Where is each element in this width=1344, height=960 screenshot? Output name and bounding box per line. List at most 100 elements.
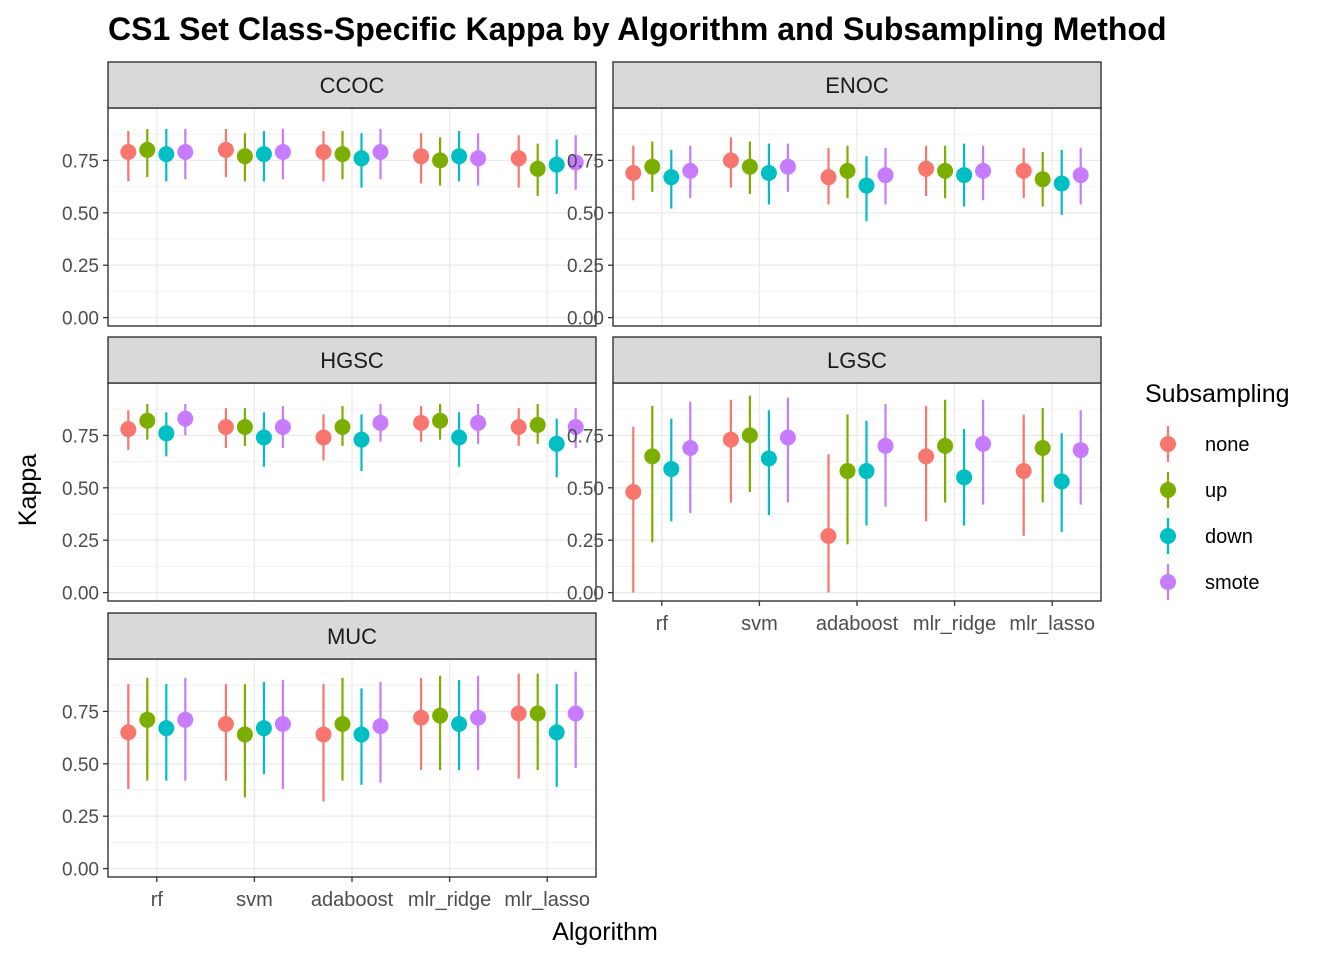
point-up <box>432 152 449 169</box>
facet-ccoc: CCOC 0.00 0.25 0.50 0.75 <box>62 61 597 330</box>
point-smote <box>470 709 487 726</box>
y-tick-label: 0.75 <box>62 151 99 172</box>
legend-label: up <box>1205 480 1227 502</box>
point-up <box>334 715 351 732</box>
point-up <box>529 160 546 177</box>
point-smote <box>1072 442 1089 459</box>
point-none <box>820 528 837 545</box>
point-none <box>413 414 430 431</box>
facet-label: LGSC <box>827 348 887 373</box>
y-tick-label: 0.00 <box>62 860 99 881</box>
legend-label: none <box>1205 434 1250 456</box>
point-none <box>315 726 332 743</box>
point-up <box>529 705 546 722</box>
point-up <box>839 463 856 480</box>
point-up <box>432 412 449 429</box>
point-up <box>334 419 351 436</box>
point-none <box>413 709 430 726</box>
point-up <box>139 141 156 158</box>
y-tick-label: 0.00 <box>62 309 99 330</box>
y-tick-label: 0.50 <box>62 479 99 500</box>
point-down <box>255 146 272 163</box>
facet-strip <box>107 61 597 109</box>
point-smote <box>274 419 291 436</box>
point-smote <box>567 154 584 171</box>
point-up <box>236 419 253 436</box>
point-up <box>839 162 856 179</box>
y-tick-label: 0.25 <box>567 256 604 277</box>
point-up <box>1034 439 1051 456</box>
point-smote <box>470 414 487 431</box>
x-axis-muc: rf svm adaboost mlr_ridge mlr_lasso <box>151 877 590 911</box>
point-none <box>120 724 137 741</box>
point-down <box>353 726 370 743</box>
x-tick-label: mlr_ridge <box>913 613 996 635</box>
y-tick-label: 0.25 <box>62 807 99 828</box>
facet-strip <box>107 336 597 384</box>
legend-label: smote <box>1205 572 1259 594</box>
point-smote <box>975 162 992 179</box>
point-none <box>625 164 642 181</box>
point-up <box>644 448 661 465</box>
point-up <box>139 412 156 429</box>
facet-label: HGSC <box>320 348 384 373</box>
point-smote <box>274 715 291 732</box>
point-smote <box>177 144 194 161</box>
facet-muc: MUC 0.00 0.25 0.50 0.75 <box>62 612 597 881</box>
point-up <box>139 711 156 728</box>
y-tick-label: 0.75 <box>62 702 99 723</box>
point-up <box>236 726 253 743</box>
legend-key-point <box>1160 436 1176 452</box>
facet-label: CCOC <box>320 73 385 98</box>
y-tick-label: 0.50 <box>567 204 604 225</box>
point-none <box>413 148 430 165</box>
point-none <box>217 419 234 436</box>
legend-item-none: none <box>1160 426 1250 462</box>
point-up <box>741 427 758 444</box>
legend-key-point <box>1160 482 1176 498</box>
legend: Subsampling none up down smote <box>1145 380 1290 600</box>
y-tick-label: 0.75 <box>567 151 604 172</box>
point-up <box>432 707 449 724</box>
facet-label: ENOC <box>825 73 889 98</box>
facet-strip <box>612 336 1102 384</box>
facet-panels: CCOC 0.00 0.25 0.50 0.75 ENOC 0.00 0.25 0.50 0.75… <box>62 61 1102 911</box>
point-down <box>158 720 175 737</box>
point-none <box>120 144 137 161</box>
point-down <box>663 460 680 477</box>
point-smote <box>975 435 992 452</box>
point-none <box>722 152 739 169</box>
point-smote <box>779 158 796 175</box>
point-up <box>937 162 954 179</box>
point-down <box>548 435 565 452</box>
x-tick-label: adaboost <box>816 613 899 635</box>
legend-item-smote: smote <box>1160 564 1259 600</box>
x-tick-label: rf <box>151 889 164 911</box>
x-tick-label: svm <box>741 613 778 635</box>
facet-enoc: ENOC 0.00 0.25 0.50 0.75 <box>567 61 1102 330</box>
point-smote <box>1072 167 1089 184</box>
x-tick-label: rf <box>656 613 669 635</box>
legend-key-point <box>1160 528 1176 544</box>
y-tick-label: 0.25 <box>62 531 99 552</box>
facet-hgsc: HGSC 0.00 0.25 0.50 0.75 <box>62 336 597 605</box>
x-axis-lgsc: rf svm adaboost mlr_ridge mlr_lasso <box>656 601 1095 635</box>
point-smote <box>877 437 894 454</box>
point-down <box>353 431 370 448</box>
y-tick-label: 0.00 <box>567 584 604 605</box>
point-up <box>529 416 546 433</box>
legend-key-point <box>1160 574 1176 590</box>
point-none <box>1015 162 1032 179</box>
point-none <box>820 169 837 186</box>
point-down <box>255 720 272 737</box>
y-tick-label: 0.50 <box>62 204 99 225</box>
point-down <box>858 177 875 194</box>
point-up <box>741 158 758 175</box>
y-tick-label: 0.00 <box>567 309 604 330</box>
point-down <box>858 463 875 480</box>
point-smote <box>567 419 584 436</box>
point-down <box>548 156 565 173</box>
legend-item-down: down <box>1160 518 1253 554</box>
facet-strip <box>612 61 1102 109</box>
point-none <box>315 144 332 161</box>
